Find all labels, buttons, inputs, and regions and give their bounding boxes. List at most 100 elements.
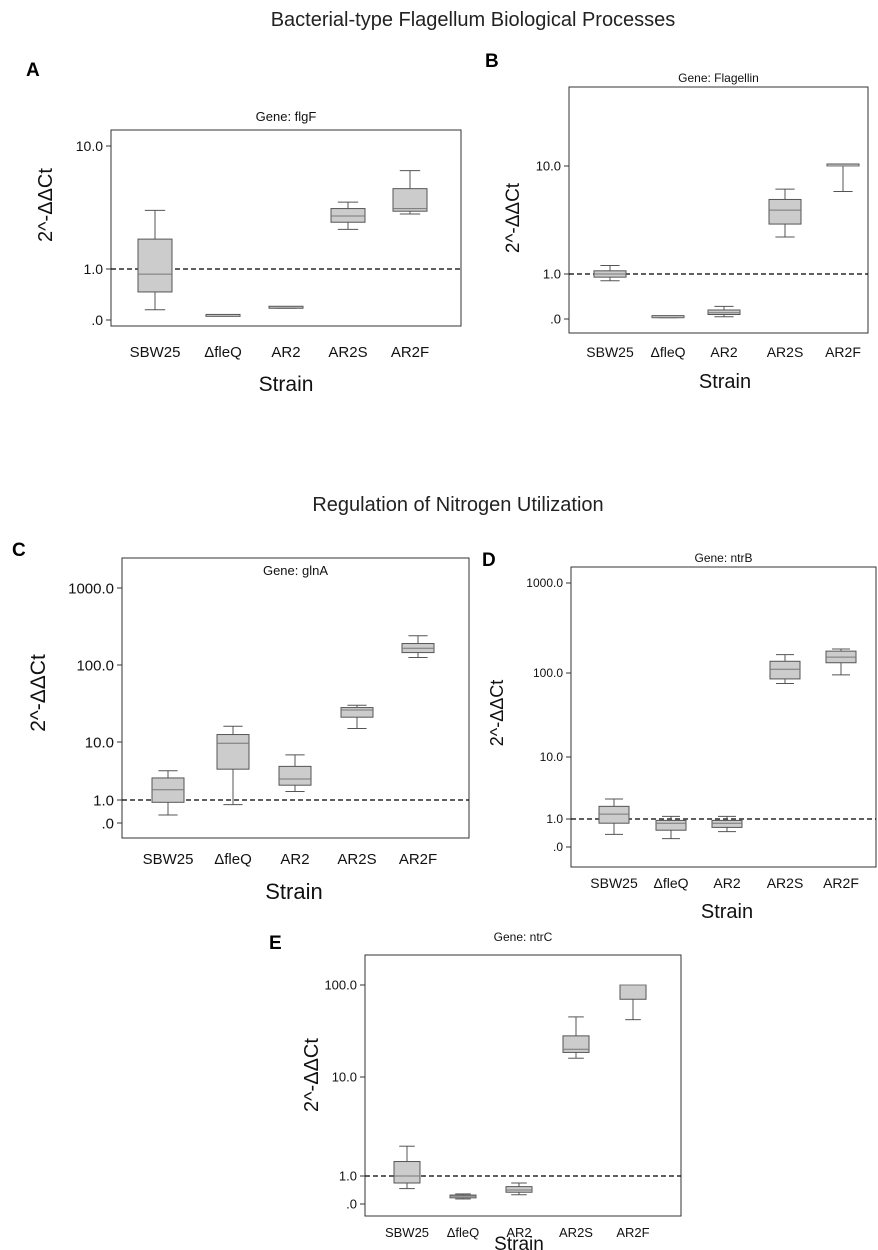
- panel-e-title: Gene: ntrC: [494, 930, 553, 944]
- panel-b: B Gene: Flagellin .0 1.0 10.0 SBW25 ΔfleQ AR2 AR…: [485, 51, 869, 393]
- panel-d-xlabel: Strain: [701, 901, 753, 923]
- panel-e-ylabel: 2^-ΔΔCt: [301, 1038, 323, 1112]
- panel-a-frame: [110, 129, 462, 327]
- panel-e-xtick-label: AR2: [506, 1225, 531, 1240]
- panel-a-xtick-label: ΔfleQ: [204, 344, 242, 361]
- panel-b-ytick-label: 10.0: [536, 159, 561, 174]
- panel-e-ytick-label: .0: [346, 1197, 357, 1212]
- panel-b-box-ar2f: [826, 163, 860, 193]
- panel-e-frame: [364, 954, 682, 1217]
- panel-c: C Gene: glnA .0 1.0 10.0 100.0 1000.0 SBW25 Δfle…: [12, 540, 470, 904]
- panel-d-frame: [570, 566, 877, 868]
- panel-c-frame: [121, 557, 470, 839]
- panel-e: E Gene: ntrC .0 1.0 10.0 100.0 SBW25 ΔfleQ AR2 AR…: [269, 930, 682, 1250]
- panel-b-title: Gene: Flagellin: [678, 71, 759, 85]
- panel-d-ytick-label: 100.0: [533, 666, 563, 680]
- panel-c-letter: C: [12, 540, 26, 561]
- panel-d-xtick-label: AR2: [713, 875, 740, 891]
- panel-d-box-fleq: [655, 815, 687, 840]
- panel-e-ytick-label: 1.0: [339, 1169, 357, 1184]
- panel-c-ylabel: 2^-ΔΔCt: [27, 654, 50, 732]
- panel-a-xlabel: Strain: [259, 373, 314, 396]
- panel-b-box-ar2s: [768, 188, 802, 238]
- iqr-box: [711, 819, 743, 828]
- iqr-box: [598, 805, 630, 824]
- panel-c-xtick-label: ΔfleQ: [214, 851, 252, 868]
- iqr-box: [137, 238, 173, 293]
- panel-c-xtick-label: SBW25: [143, 851, 194, 868]
- panel-a-ylabel: 2^-ΔΔCt: [35, 168, 57, 242]
- iqr-box: [769, 660, 801, 680]
- panel-a-ytick-label: 1.0: [84, 261, 104, 277]
- panel-c-ytick-label: 100.0: [76, 657, 114, 674]
- panel-a-xtick-label: AR2: [271, 344, 300, 361]
- panel-e-letter: E: [269, 933, 282, 954]
- panel-d-ytick-label: .0: [553, 840, 563, 854]
- panel-e-ytick-label: 10.0: [332, 1070, 357, 1085]
- panel-d-box-sbw25: [598, 798, 630, 835]
- panel-b-xtick-label: ΔfleQ: [650, 344, 685, 360]
- panel-b-xtick-label: SBW25: [586, 344, 634, 360]
- panel-c-box-sbw25: [151, 770, 185, 816]
- panel-a-ytick-label: 10.0: [76, 138, 103, 154]
- panel-d-letter: D: [482, 550, 496, 571]
- panel-c-box-ar2f: [401, 635, 435, 659]
- panel-b-letter: B: [485, 51, 499, 72]
- panel-c-ytick-label: .0: [101, 815, 114, 832]
- panel-d-ytick-label: 1000.0: [526, 576, 563, 590]
- panel-b-xtick-label: AR2F: [825, 344, 861, 360]
- panel-b-ytick-label: .0: [550, 312, 561, 327]
- panel-d-ytick-label: 10.0: [540, 750, 564, 764]
- panel-d-ylabel: 2^-ΔΔCt: [487, 680, 507, 747]
- panel-c-ytick-label: 1.0: [93, 792, 114, 809]
- panel-e-xtick-label: AR2S: [559, 1225, 593, 1240]
- panel-c-box-ar2: [278, 754, 312, 793]
- panel-c-xtick-label: AR2F: [399, 851, 437, 868]
- panel-c-xtick-label: AR2S: [337, 851, 376, 868]
- panel-c-xlabel: Strain: [265, 879, 322, 904]
- iqr-box: [392, 188, 428, 212]
- panel-d-box-ar2: [711, 815, 743, 833]
- panel-a-xtick-label: AR2S: [328, 344, 367, 361]
- panel-a-xtick-label: SBW25: [130, 344, 181, 361]
- panel-a-box-ar2s: [330, 201, 366, 230]
- panel-c-ytick-label: 1000.0: [68, 580, 114, 597]
- panel-a-box-fleq: [205, 313, 241, 317]
- panel-d-xtick-label: SBW25: [590, 875, 638, 891]
- panel-b-xlabel: Strain: [699, 371, 751, 393]
- panel-e-xtick-label: SBW25: [385, 1225, 429, 1240]
- panel-e-ytick-label: 100.0: [324, 978, 357, 993]
- panel-b-ytick-label: 1.0: [543, 267, 561, 282]
- iqr-box: [278, 765, 312, 786]
- iqr-box: [340, 707, 374, 718]
- iqr-box: [505, 1186, 533, 1193]
- panel-a-box-ar2f: [392, 170, 428, 215]
- iqr-box: [768, 198, 802, 225]
- iqr-box: [655, 819, 687, 831]
- panel-e-box-sbw25: [393, 1145, 421, 1190]
- iqr-box: [619, 984, 647, 1000]
- panel-b-xtick-label: AR2S: [767, 344, 804, 360]
- panel-d-xtick-label: ΔfleQ: [653, 875, 688, 891]
- panel-b-box-ar2: [707, 305, 741, 318]
- panel-b-ylabel: 2^-ΔΔCt: [503, 182, 524, 253]
- panel-a-xtick-label: AR2F: [391, 344, 429, 361]
- iqr-box: [330, 208, 366, 223]
- panel-d-ytick-label: 1.0: [546, 812, 563, 826]
- panel-c-box-ar2s: [340, 704, 374, 729]
- panel-e-box-ar2f: [619, 984, 647, 1021]
- panel-b-xtick-label: AR2: [710, 344, 737, 360]
- panel-c-xtick-label: AR2: [280, 851, 309, 868]
- panel-e-box-fleq: [449, 1193, 477, 1200]
- panel-c-box-fleq: [216, 725, 250, 806]
- panel-a-title: Gene: flgF: [256, 109, 317, 124]
- iqr-box: [562, 1035, 590, 1053]
- panel-e-xtick-label: ΔfleQ: [447, 1225, 480, 1240]
- panel-d-box-ar2s: [769, 654, 801, 684]
- panel-b-box-fleq: [651, 315, 685, 319]
- panel-a-ytick-label: .0: [91, 312, 103, 328]
- panel-a-box-ar2: [268, 305, 304, 309]
- section-title-nitrogen: Regulation of Nitrogen Utilization: [312, 494, 603, 516]
- section-title-flagellum: Bacterial-type Flagellum Biological Proc…: [271, 9, 676, 31]
- panel-a: A Gene: flgF .0 1.0 10.0 SBW25 ΔfleQ AR2 AR2S AR2…: [26, 60, 462, 396]
